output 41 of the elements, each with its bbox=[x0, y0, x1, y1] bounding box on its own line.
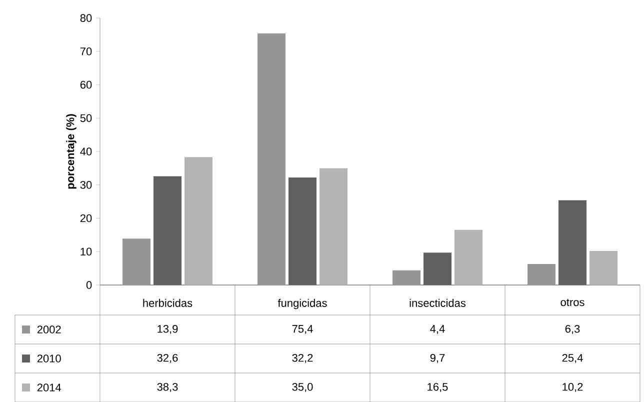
x-tick-label: herbicidas bbox=[143, 298, 192, 307]
x-tick-label: fungicidas bbox=[278, 298, 327, 310]
data-label: 16,5 bbox=[428, 382, 448, 392]
data-label: 32,6 bbox=[157, 354, 178, 363]
bar bbox=[154, 176, 182, 285]
data-label: 4,4 bbox=[430, 324, 445, 334]
x-tick-label: insecticidas bbox=[410, 298, 466, 307]
data-label: 25,4 bbox=[562, 354, 583, 363]
y-tick-label: 10 bbox=[80, 248, 92, 256]
legend-label: 2014 bbox=[37, 384, 61, 392]
data-label: 9,7 bbox=[430, 354, 445, 363]
data-label: 75,4 bbox=[292, 324, 313, 334]
bar bbox=[392, 270, 421, 285]
legend-label: 2002 bbox=[37, 326, 61, 334]
y-axis-title: porcentaje (%) bbox=[66, 114, 76, 189]
x-tick-label: otros bbox=[560, 298, 584, 306]
y-tick-label: 20 bbox=[80, 214, 92, 222]
data-label: 38,3 bbox=[157, 382, 178, 392]
data-label: 13,9 bbox=[158, 324, 178, 334]
bar bbox=[454, 230, 483, 285]
y-tick-label: 30 bbox=[80, 180, 92, 189]
bar bbox=[558, 200, 586, 285]
y-tick-label: 70 bbox=[80, 47, 92, 56]
data-label: 35,0 bbox=[292, 382, 313, 392]
bar bbox=[122, 238, 150, 285]
y-tick-label: 0 bbox=[86, 281, 92, 289]
legend-label: 2010 bbox=[37, 354, 61, 362]
bar bbox=[184, 157, 213, 285]
bar bbox=[590, 250, 618, 285]
y-tick-label: 80 bbox=[80, 14, 92, 22]
bar bbox=[288, 177, 316, 285]
data-label: 6,3 bbox=[565, 324, 580, 334]
bar bbox=[258, 33, 286, 285]
y-tick-label: 60 bbox=[80, 80, 92, 89]
y-tick-label: 40 bbox=[80, 148, 92, 156]
bar bbox=[320, 168, 348, 285]
bar bbox=[424, 252, 452, 285]
data-label: 10,2 bbox=[562, 382, 583, 392]
y-tick-label: 50 bbox=[80, 114, 92, 122]
data-label: 32,2 bbox=[292, 354, 313, 363]
bar bbox=[528, 264, 556, 285]
